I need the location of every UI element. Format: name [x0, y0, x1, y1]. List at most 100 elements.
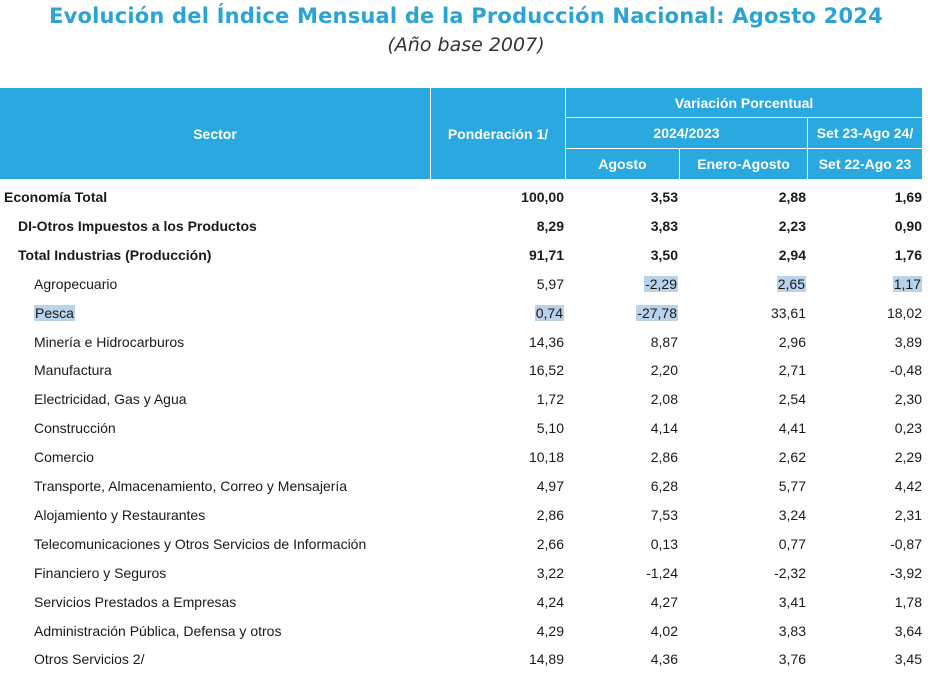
header-agosto: Agosto	[566, 149, 679, 179]
agosto-cell-text: -1,24	[646, 564, 678, 581]
enero-agosto-cell-text: 4,41	[778, 420, 806, 437]
enero-agosto-cell-text: 2,96	[778, 333, 806, 350]
table-row: DI-Otros Impuestos a los Productos 8,29 3,…	[0, 212, 932, 241]
agosto-cell: 4,36	[566, 645, 678, 674]
ponderacion-cell-text: 14,89	[528, 651, 564, 668]
table-row: Minería e Hidrocarburos 14,36 8,87 2,96 3,89	[0, 328, 932, 357]
agosto-cell-text: 4,02	[650, 622, 678, 639]
ponderacion-cell-text: 0,74	[534, 304, 564, 321]
set-ago-cell-text: 3,89	[894, 333, 922, 350]
agosto-cell: 8,87	[566, 328, 678, 357]
sector-cell: Total Industrias (Producción)	[0, 241, 211, 270]
table-row: Servicios Prestados a Empresas 4,24 4,27 3,…	[0, 588, 932, 617]
sector-cell-text: Telecomunicaciones y Otros Servicios de …	[34, 535, 367, 552]
set-ago-cell-text: -0,87	[890, 535, 922, 552]
ponderacion-cell-text: 10,18	[528, 449, 564, 466]
set-ago-cell-text: 2,31	[894, 506, 922, 523]
ponderacion-cell: 2,66	[430, 530, 564, 559]
ponderacion-cell: 3,22	[430, 559, 564, 588]
ponderacion-cell: 91,71	[430, 241, 564, 270]
agosto-cell-text: 7,53	[650, 506, 678, 523]
enero-agosto-cell-text: 5,77	[778, 478, 806, 494]
agosto-cell-text: 8,87	[650, 333, 678, 350]
enero-agosto-cell-text: 2,94	[778, 246, 806, 263]
agosto-cell: 2,08	[566, 385, 678, 414]
enero-agosto-cell: 2,65	[680, 270, 806, 299]
enero-agosto-cell-text: 2,65	[776, 275, 806, 292]
enero-agosto-cell: 2,71	[680, 356, 806, 385]
sector-cell: Economía Total	[0, 183, 107, 212]
set-ago-cell-text: -3,92	[890, 564, 922, 581]
table-row: Administración Pública, Defensa y otros 4…	[0, 617, 932, 646]
sector-cell: Transporte, Almacenamiento, Correo y Men…	[0, 472, 347, 501]
ponderacion-cell: 100,00	[430, 183, 564, 212]
table-row: Otros Servicios 2/14,89 4,36 3,76 3,45	[0, 645, 932, 674]
enero-agosto-cell-text: 33,61	[770, 304, 806, 321]
table-row: Electricidad, Gas y Agua 1,72 2,08 2,54 2,30	[0, 385, 932, 414]
set-ago-cell-text: 2,30	[894, 391, 922, 408]
sector-cell-text: Pesca	[34, 304, 75, 321]
ponderacion-cell-text: 5,97	[536, 275, 564, 292]
header-ponderacion: Ponderación 1/	[431, 88, 565, 179]
agosto-cell-text: 4,27	[650, 593, 678, 610]
sector-cell: Alojamiento y Restaurantes	[0, 501, 205, 530]
header-variacion: Variación Porcentual	[566, 88, 922, 117]
agosto-cell: 4,27	[566, 588, 678, 617]
table-row: Total Industrias (Producción) 91,71 3,50 2,…	[0, 241, 932, 270]
table-row: Pesca 0,74 -27,78 33,61 18,02	[0, 299, 932, 328]
set-ago-cell: 2,29	[808, 443, 922, 472]
enero-agosto-cell: 5,77	[680, 472, 806, 501]
ponderacion-cell: 10,18	[430, 443, 564, 472]
agosto-cell: 7,53	[566, 501, 678, 530]
sector-cell-text: Minería e Hidrocarburos	[34, 333, 185, 350]
agosto-cell: 6,28	[566, 472, 678, 501]
sector-cell-text: Manufactura	[34, 362, 112, 379]
agosto-cell-text: 4,14	[650, 420, 678, 437]
sector-cell-text: Administración Pública, Defensa y otros	[34, 622, 282, 639]
agosto-cell-text: 2,08	[650, 391, 678, 408]
agosto-cell: 2,86	[566, 443, 678, 472]
set-ago-cell-text: 18,02	[886, 304, 922, 321]
ponderacion-cell-text: 3,22	[536, 564, 564, 581]
sector-cell: Manufactura	[0, 356, 112, 385]
agosto-cell: 0,13	[566, 530, 678, 559]
agosto-cell: 4,14	[566, 414, 678, 443]
set-ago-cell-text: 1,69	[894, 189, 922, 205]
agosto-cell-text: -2,29	[644, 275, 678, 292]
agosto-cell-text: 3,83	[650, 217, 678, 234]
sector-cell-text: Alojamiento y Restaurantes	[34, 506, 206, 523]
agosto-cell-text: 2,86	[650, 449, 678, 466]
set-ago-cell-text: 4,42	[894, 478, 922, 494]
agosto-cell-text: 3,53	[650, 189, 678, 205]
ponderacion-cell-text: 14,36	[528, 333, 564, 350]
set-ago-cell-text: 0,90	[894, 217, 922, 234]
header-enero-agosto: Enero-Agosto	[680, 149, 807, 179]
header-sector: Sector	[0, 88, 430, 179]
enero-agosto-cell: 2,96	[680, 328, 806, 357]
enero-agosto-cell: 2,54	[680, 385, 806, 414]
ponderacion-cell: 5,10	[430, 414, 564, 443]
ponderacion-cell-text: 4,29	[536, 622, 564, 639]
enero-agosto-cell: 3,83	[680, 617, 806, 646]
table-row: Alojamiento y Restaurantes 2,86 7,53 3,24 2,…	[0, 501, 932, 530]
page-subtitle: (Año base 2007)	[387, 34, 545, 56]
ponderacion-cell: 14,89	[430, 645, 564, 674]
set-ago-cell-text: 1,78	[894, 593, 922, 610]
agosto-cell: -2,29	[566, 270, 678, 299]
set-ago-cell: 2,30	[808, 385, 922, 414]
ponderacion-cell: 8,29	[430, 212, 564, 241]
ponderacion-cell-text: 4,97	[536, 478, 564, 494]
table-row: Manufactura 16,52 2,20 2,71 -0,48	[0, 356, 932, 385]
agosto-cell-text: 4,36	[650, 651, 678, 668]
set-ago-cell: 0,90	[808, 212, 922, 241]
sector-cell: Agropecuario	[0, 270, 117, 299]
sector-cell-text: Agropecuario	[34, 275, 118, 292]
set-ago-cell-text: 3,64	[894, 622, 922, 639]
ponderacion-cell-text: 100,00	[521, 189, 564, 205]
set-ago-cell-text: -0,48	[890, 362, 922, 379]
set-ago-cell: -0,48	[808, 356, 922, 385]
ponderacion-cell: 16,52	[430, 356, 564, 385]
agosto-cell: 3,53	[566, 183, 678, 212]
set-ago-cell: -0,87	[808, 530, 922, 559]
table-row: Economía Total 100,00 3,53 2,88 1,69	[0, 183, 932, 212]
